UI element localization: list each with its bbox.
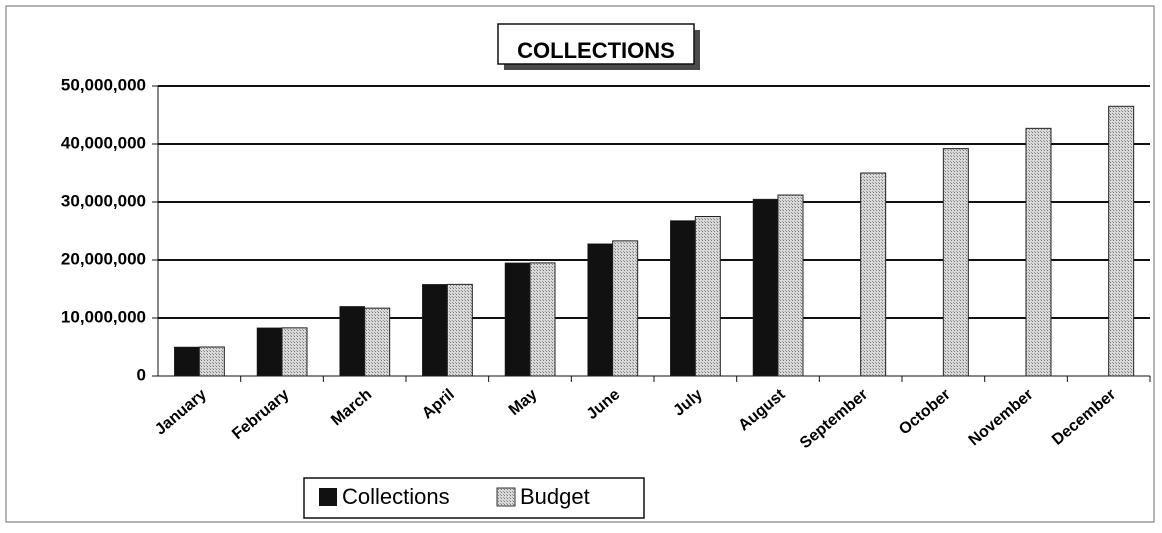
y-tick-label: 30,000,000: [61, 191, 146, 210]
y-tick-label: 0: [137, 365, 146, 384]
bar-collections: [339, 306, 365, 377]
bar-budget: [1025, 127, 1052, 377]
bar-budget: [942, 148, 969, 377]
y-axis: 0 10,000,000 20,000,000 30,000,000 40,000,00…: [61, 75, 159, 384]
bar-budget: [1108, 105, 1135, 377]
legend: Collections Budget: [303, 477, 645, 519]
bar-budget: [281, 327, 308, 377]
bar-budget: [446, 283, 473, 377]
bar-collections: [752, 198, 779, 377]
bar-budget: [777, 194, 804, 377]
bar-collections: [256, 327, 283, 377]
y-tick-label: 20,000,000: [61, 249, 146, 268]
bar-budget: [860, 172, 887, 377]
bar-collections: [670, 220, 696, 377]
chart-title: COLLECTIONS: [517, 38, 675, 63]
plot-area: [158, 85, 1150, 319]
bar-collections: [587, 243, 613, 377]
bar-budget: [364, 307, 391, 377]
bar-budget: [612, 240, 639, 377]
y-tick-label: 40,000,000: [61, 133, 146, 152]
bar-budget: [198, 346, 225, 377]
bar-budget: [694, 216, 721, 377]
legend-swatch-collections: [319, 488, 337, 506]
bar-collections: [174, 346, 200, 377]
bar-collections: [422, 284, 448, 377]
legend-label-collections: Collections: [342, 484, 450, 509]
bar-collections: [504, 262, 531, 377]
legend-swatch-budget: [496, 487, 516, 507]
chart-title-box: COLLECTIONS: [497, 23, 700, 70]
bars: [174, 105, 1135, 377]
y-tick-label: 50,000,000: [61, 75, 146, 94]
bar-budget: [529, 262, 556, 377]
legend-label-budget: Budget: [520, 484, 590, 509]
y-tick-label: 10,000,000: [61, 307, 146, 326]
